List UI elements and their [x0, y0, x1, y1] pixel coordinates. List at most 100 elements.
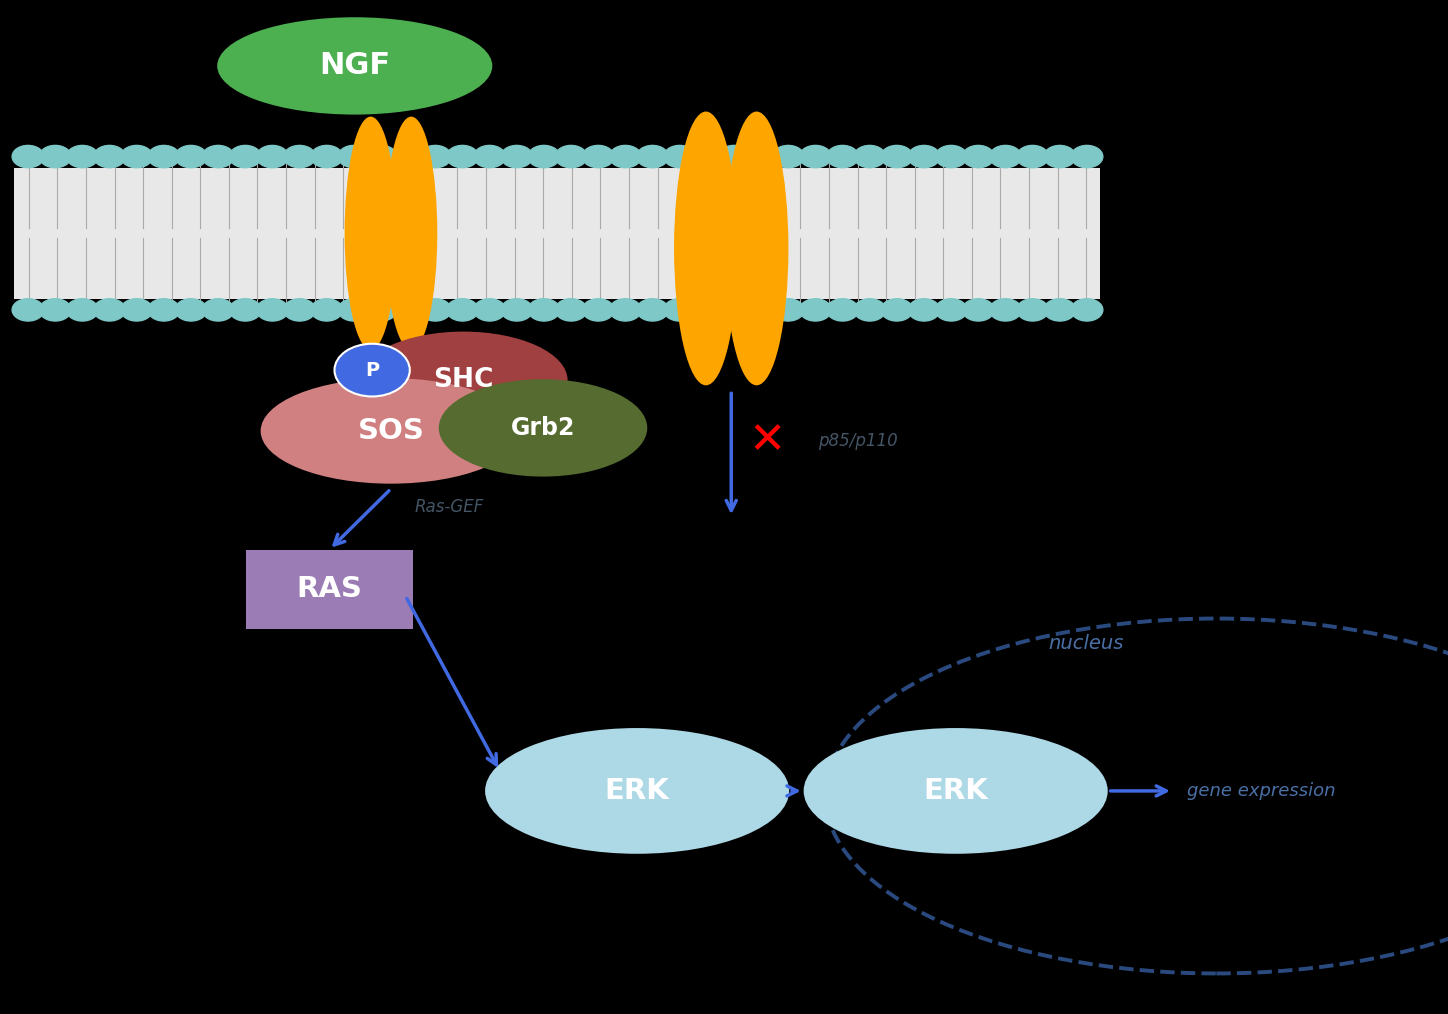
Text: RAS: RAS — [297, 575, 362, 603]
Circle shape — [175, 145, 207, 167]
Circle shape — [67, 145, 98, 167]
Text: Grb2: Grb2 — [511, 416, 575, 440]
Circle shape — [1044, 145, 1076, 167]
Circle shape — [229, 145, 261, 167]
Circle shape — [908, 145, 940, 167]
Circle shape — [175, 299, 207, 321]
Circle shape — [854, 299, 886, 321]
Circle shape — [420, 299, 452, 321]
Circle shape — [203, 145, 235, 167]
Circle shape — [989, 145, 1021, 167]
Circle shape — [148, 145, 180, 167]
Circle shape — [691, 299, 723, 321]
Circle shape — [989, 299, 1021, 321]
Circle shape — [1072, 145, 1103, 167]
Circle shape — [120, 145, 152, 167]
Circle shape — [582, 299, 614, 321]
Circle shape — [691, 145, 723, 167]
Circle shape — [39, 145, 71, 167]
Circle shape — [1016, 145, 1048, 167]
Circle shape — [718, 145, 750, 167]
Circle shape — [420, 145, 452, 167]
Ellipse shape — [439, 379, 647, 477]
Circle shape — [637, 145, 669, 167]
Ellipse shape — [345, 117, 397, 350]
Circle shape — [148, 299, 180, 321]
Circle shape — [365, 145, 397, 167]
Circle shape — [529, 299, 560, 321]
Circle shape — [311, 299, 343, 321]
Circle shape — [501, 145, 533, 167]
Circle shape — [637, 299, 669, 321]
Circle shape — [337, 299, 369, 321]
Text: ERK: ERK — [605, 777, 669, 805]
Circle shape — [880, 299, 912, 321]
Text: Ras-GEF: Ras-GEF — [414, 498, 484, 516]
Text: P: P — [365, 361, 379, 379]
Text: SHC: SHC — [433, 367, 494, 393]
Circle shape — [392, 145, 424, 167]
Circle shape — [446, 299, 478, 321]
Circle shape — [446, 145, 478, 167]
Circle shape — [473, 145, 505, 167]
Circle shape — [908, 299, 940, 321]
Text: gene expression: gene expression — [1187, 782, 1337, 800]
Circle shape — [120, 299, 152, 321]
FancyBboxPatch shape — [246, 550, 413, 629]
Circle shape — [311, 145, 343, 167]
Circle shape — [392, 299, 424, 321]
Circle shape — [256, 299, 288, 321]
Circle shape — [529, 145, 560, 167]
Circle shape — [1016, 299, 1048, 321]
Circle shape — [1072, 299, 1103, 321]
Circle shape — [555, 299, 586, 321]
Circle shape — [473, 299, 505, 321]
Circle shape — [718, 299, 750, 321]
Text: NGF: NGF — [319, 52, 391, 80]
Ellipse shape — [359, 332, 568, 429]
Circle shape — [501, 299, 533, 321]
Circle shape — [746, 299, 778, 321]
Circle shape — [229, 299, 261, 321]
Circle shape — [827, 299, 859, 321]
Circle shape — [772, 299, 804, 321]
Ellipse shape — [217, 17, 492, 115]
Circle shape — [39, 299, 71, 321]
Circle shape — [555, 145, 586, 167]
Circle shape — [256, 145, 288, 167]
Circle shape — [935, 299, 967, 321]
Ellipse shape — [485, 728, 789, 854]
Circle shape — [582, 145, 614, 167]
Ellipse shape — [385, 117, 437, 350]
Circle shape — [610, 299, 641, 321]
Circle shape — [963, 145, 995, 167]
Circle shape — [880, 145, 912, 167]
Circle shape — [799, 299, 831, 321]
Text: nucleus: nucleus — [1048, 635, 1124, 653]
Circle shape — [799, 145, 831, 167]
Circle shape — [334, 344, 410, 396]
Circle shape — [827, 145, 859, 167]
Ellipse shape — [804, 728, 1108, 854]
Circle shape — [610, 145, 641, 167]
Circle shape — [963, 299, 995, 321]
Circle shape — [284, 145, 316, 167]
Text: p85/p110: p85/p110 — [818, 432, 898, 450]
Circle shape — [365, 299, 397, 321]
Circle shape — [1044, 299, 1076, 321]
Text: ERK: ERK — [924, 777, 988, 805]
Text: SOS: SOS — [358, 417, 424, 445]
Circle shape — [203, 299, 235, 321]
Circle shape — [854, 145, 886, 167]
Circle shape — [94, 299, 126, 321]
Ellipse shape — [261, 378, 521, 484]
Text: ✕: ✕ — [749, 420, 786, 462]
Circle shape — [12, 145, 43, 167]
Circle shape — [663, 299, 695, 321]
Ellipse shape — [724, 112, 788, 385]
Circle shape — [337, 145, 369, 167]
Circle shape — [284, 299, 316, 321]
FancyBboxPatch shape — [14, 167, 1100, 299]
Circle shape — [935, 145, 967, 167]
Circle shape — [12, 299, 43, 321]
